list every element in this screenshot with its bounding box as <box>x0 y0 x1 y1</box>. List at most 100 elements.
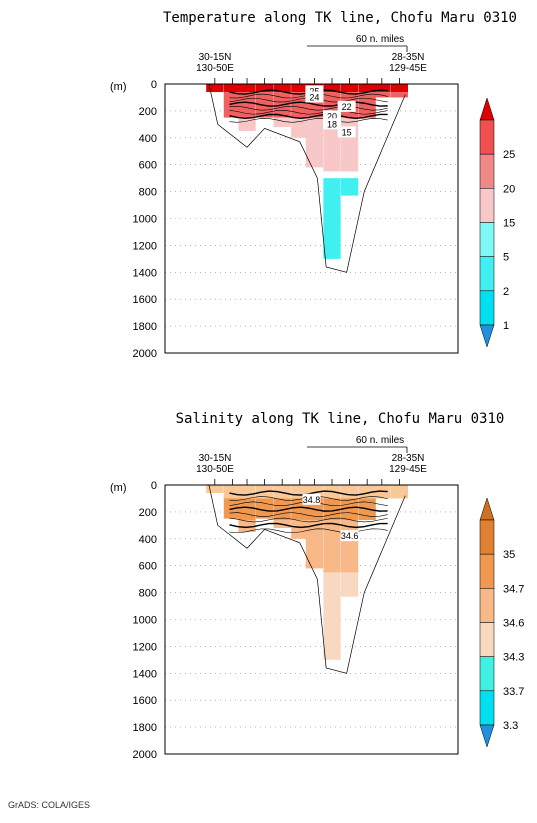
y-tick-label: 2000 <box>133 348 157 360</box>
y-tick-label: 0 <box>151 79 157 91</box>
colorbar-label: 5 <box>503 252 509 264</box>
colorbar-segment <box>479 690 495 726</box>
station-label: 130-50E <box>196 63 234 74</box>
y-tick-label: 200 <box>139 507 157 519</box>
colorbar-label: 35 <box>503 549 515 561</box>
contour-line <box>229 528 388 534</box>
data-cell <box>358 117 376 119</box>
data-cell <box>323 117 341 172</box>
contour-line <box>229 506 388 512</box>
contour-line <box>229 522 388 529</box>
scale-bar-label: 60 n. miles <box>356 435 404 446</box>
contour-label: 24 <box>309 92 319 102</box>
data-cell <box>323 572 341 660</box>
station-label: 129-45E <box>389 464 427 475</box>
y-tick-label: 800 <box>139 187 157 199</box>
colorbar-label: 25 <box>503 149 515 161</box>
contour-line <box>229 105 388 111</box>
colorbar-segment <box>479 119 495 155</box>
station-label: 130-50E <box>196 464 234 475</box>
data-cell <box>238 117 256 132</box>
data-cell <box>373 92 391 98</box>
station-label: 28-35N <box>392 453 425 464</box>
data-cell <box>323 178 341 259</box>
y-tick-label: 1800 <box>133 722 157 734</box>
y-tick-label: 1600 <box>133 695 157 707</box>
y-tick-label: 2000 <box>133 749 157 761</box>
footer-credit: GrADS: COLA/IGES <box>8 800 91 810</box>
contour-label-bg <box>305 85 324 97</box>
data-cell <box>358 485 376 499</box>
data-cell <box>305 519 324 569</box>
y-tick-label: 1000 <box>133 615 157 627</box>
contour-line <box>229 113 388 120</box>
y-tick-label: 0 <box>151 480 157 492</box>
colorbar-bottom-arrow <box>479 724 495 748</box>
contour-label: 22 <box>342 102 352 112</box>
data-cell <box>373 84 391 93</box>
data-cell <box>340 485 359 499</box>
colorbar-segment <box>479 519 495 555</box>
data-cell <box>238 92 256 118</box>
chart-title: Temperature along TK line, Chofu Maru 03… <box>163 10 517 26</box>
contour-label-bg <box>305 91 324 103</box>
salinity-panel: Salinity along TK line, Chofu Maru 0310 … <box>110 411 524 761</box>
colorbar-label: 34.3 <box>503 652 524 664</box>
y-tick-label: 1400 <box>133 267 157 279</box>
y-tick-label: 1600 <box>133 294 157 306</box>
data-cell <box>206 84 224 93</box>
data-cell <box>273 117 291 128</box>
data-cell <box>273 485 291 499</box>
colorbar-segment <box>479 188 495 223</box>
contour-label: 20 <box>327 111 337 121</box>
data-cell <box>323 84 341 93</box>
colorbar-label: 1 <box>503 320 509 332</box>
contour-line <box>229 517 388 523</box>
y-tick-label: 1200 <box>133 641 157 653</box>
colorbar-segment <box>479 256 495 292</box>
data-cell <box>390 92 409 98</box>
colorbar-top-arrow <box>479 97 495 121</box>
data-cell <box>238 485 256 499</box>
bottom-topography <box>208 484 406 674</box>
y-tick-label: 400 <box>139 534 157 546</box>
contour-label: 18 <box>327 119 337 129</box>
contour-label: 25 <box>309 86 319 96</box>
data-cell <box>256 84 274 93</box>
y-tick-label: 1400 <box>133 668 157 680</box>
contour-label-bg <box>337 100 356 112</box>
station-label: 28-35N <box>392 52 425 63</box>
plot-frame <box>164 83 459 354</box>
data-cell <box>256 498 274 519</box>
data-cell <box>323 519 341 573</box>
data-cell <box>206 485 224 494</box>
data-cell <box>390 485 409 499</box>
data-cell <box>273 84 291 93</box>
data-cell <box>340 498 359 520</box>
data-cell <box>340 117 359 172</box>
depth-unit-label: (m) <box>110 81 127 93</box>
contour-label: 34.8 <box>303 495 321 505</box>
colorbar-label: 34.7 <box>503 583 524 595</box>
data-cell <box>390 84 409 93</box>
contour-label-bg <box>337 126 356 138</box>
y-tick-label: 400 <box>139 133 157 145</box>
colorbar-top-arrow <box>479 497 495 521</box>
y-tick-label: 800 <box>139 588 157 600</box>
colorbar-label: 2 <box>503 286 509 298</box>
contour-label-bg <box>302 493 321 505</box>
contour-line <box>229 512 388 517</box>
colorbar-label: 34.6 <box>503 618 524 630</box>
data-cell <box>291 519 309 539</box>
colorbar-label: 15 <box>503 218 515 230</box>
colorbar-segment <box>479 622 495 657</box>
colorbar-label: 3.3 <box>503 720 518 732</box>
depth-unit-label: (m) <box>110 482 127 494</box>
data-cell <box>291 117 309 138</box>
data-cell <box>340 84 359 93</box>
plot-frame <box>164 484 459 755</box>
contour-label-bg <box>323 110 342 122</box>
data-cell <box>238 519 256 533</box>
colorbar-label: 33.7 <box>503 686 524 698</box>
